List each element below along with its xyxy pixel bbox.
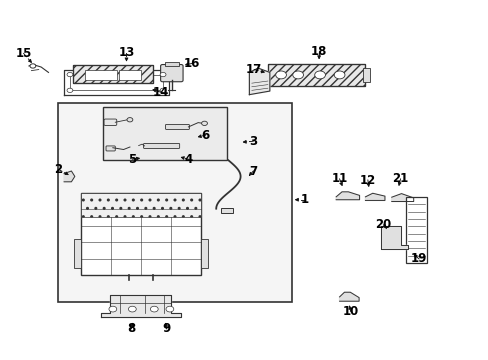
Bar bbox=[221, 208, 233, 213]
Text: 5: 5 bbox=[128, 153, 136, 166]
Circle shape bbox=[160, 72, 165, 77]
Circle shape bbox=[160, 88, 165, 93]
FancyBboxPatch shape bbox=[165, 125, 189, 130]
Text: 12: 12 bbox=[359, 174, 375, 186]
Bar bbox=[200, 239, 207, 268]
Circle shape bbox=[333, 71, 344, 79]
Circle shape bbox=[275, 71, 286, 79]
Bar bbox=[362, 68, 369, 82]
Circle shape bbox=[30, 64, 36, 68]
Polygon shape bbox=[391, 194, 413, 202]
Bar bbox=[74, 239, 81, 268]
Bar bbox=[267, 64, 365, 86]
Bar bbox=[164, 62, 178, 66]
Polygon shape bbox=[335, 192, 359, 200]
Bar bbox=[81, 193, 200, 275]
Polygon shape bbox=[101, 295, 181, 317]
FancyBboxPatch shape bbox=[143, 143, 179, 148]
Bar bbox=[267, 64, 365, 86]
Bar bbox=[85, 69, 117, 80]
Text: 3: 3 bbox=[249, 135, 257, 148]
Text: 9: 9 bbox=[162, 322, 170, 335]
Text: 21: 21 bbox=[391, 172, 408, 185]
Text: 20: 20 bbox=[375, 218, 391, 231]
Bar bbox=[103, 107, 227, 160]
Text: 1: 1 bbox=[300, 193, 308, 206]
Circle shape bbox=[67, 72, 73, 77]
Bar bbox=[73, 64, 153, 83]
Bar bbox=[81, 193, 200, 217]
Text: 17: 17 bbox=[245, 63, 262, 76]
Bar bbox=[119, 69, 141, 80]
Polygon shape bbox=[249, 68, 269, 95]
Circle shape bbox=[127, 118, 133, 122]
Text: 2: 2 bbox=[54, 163, 62, 176]
Circle shape bbox=[109, 306, 117, 312]
FancyBboxPatch shape bbox=[106, 146, 115, 151]
Text: 6: 6 bbox=[201, 129, 209, 142]
Text: 8: 8 bbox=[127, 322, 135, 335]
Text: 18: 18 bbox=[310, 45, 326, 58]
Text: 15: 15 bbox=[16, 47, 32, 60]
Text: 14: 14 bbox=[152, 86, 168, 99]
Text: 11: 11 bbox=[331, 172, 347, 185]
Text: 13: 13 bbox=[118, 46, 134, 59]
Polygon shape bbox=[380, 226, 407, 249]
Bar bbox=[58, 103, 292, 302]
Text: 19: 19 bbox=[410, 252, 427, 265]
FancyBboxPatch shape bbox=[104, 119, 117, 126]
Text: 7: 7 bbox=[249, 165, 257, 177]
Bar bbox=[406, 197, 426, 263]
FancyBboxPatch shape bbox=[160, 64, 183, 82]
Circle shape bbox=[292, 71, 303, 79]
Circle shape bbox=[314, 71, 325, 79]
Bar bbox=[73, 64, 153, 83]
Text: 16: 16 bbox=[184, 57, 200, 70]
Circle shape bbox=[150, 306, 158, 312]
Circle shape bbox=[128, 306, 136, 312]
Circle shape bbox=[165, 306, 173, 312]
Polygon shape bbox=[339, 292, 358, 301]
Text: 10: 10 bbox=[342, 305, 358, 318]
Polygon shape bbox=[365, 193, 384, 201]
Polygon shape bbox=[64, 171, 75, 182]
Circle shape bbox=[67, 88, 73, 93]
Circle shape bbox=[201, 121, 207, 126]
Text: 4: 4 bbox=[184, 153, 192, 166]
